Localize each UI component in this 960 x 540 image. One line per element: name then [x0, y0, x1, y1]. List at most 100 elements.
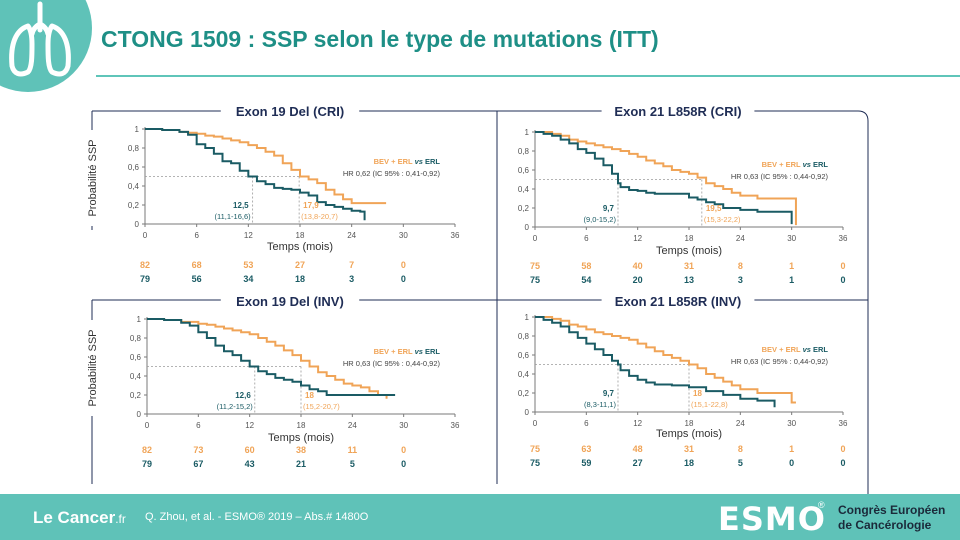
panel-2-x-tick-label: 18 — [685, 234, 694, 243]
panel-1-x-tick-label: 0 — [143, 231, 148, 240]
panel-2-x-tick-label: 12 — [633, 234, 642, 243]
quadrant-frame-top — [92, 110, 869, 500]
panel-4-y-tick-label: 0,6 — [518, 351, 530, 360]
panel-4-at-risk-bev: 75 — [530, 444, 540, 454]
panel-1-legend-bev: BEV + ERL — [374, 157, 415, 166]
panel-4-x-tick-label: 24 — [736, 419, 745, 428]
panel-1-y-tick-label: 0,8 — [128, 144, 140, 153]
panel-4-x-tick-label: 12 — [633, 419, 642, 428]
panel-1-hazard-ratio: HR 0,62 (IC 95% : 0,41-0,92) — [343, 169, 441, 178]
panel-2-x-tick-label: 24 — [736, 234, 745, 243]
panel-3-median-erl-value: 12,6 — [235, 391, 251, 400]
panel-3-hazard-ratio: HR 0,63 (IC 95% : 0,44-0,92) — [343, 359, 441, 368]
panel-4-curve-bev-erl — [535, 316, 796, 404]
panel-4-at-risk-bev: 63 — [581, 444, 591, 454]
panel-2-y-tick-label: 0,4 — [518, 185, 530, 194]
panel-1-at-risk-bev: 27 — [295, 260, 305, 270]
panel-3-y-tick-label: 0,8 — [130, 334, 142, 343]
panel-3-at-risk-bev: 11 — [348, 445, 358, 455]
panel-2-at-risk-erl: 75 — [530, 275, 540, 285]
panel-3-y-tick-label: 0 — [137, 410, 142, 419]
panel-1-median-bev-value: 17,9 — [303, 201, 319, 210]
panel-4-y-tick-label: 0,4 — [518, 370, 530, 379]
panel-3-title-bg — [220, 292, 360, 310]
panel-1-legend: BEV + ERL vs ERL — [374, 157, 441, 166]
panel-4-at-risk-erl: 27 — [633, 458, 643, 468]
panel-2-curve-erl — [535, 131, 793, 225]
panel-2-hazard-ratio: HR 0,63 (IC 95% : 0,44-0,92) — [731, 172, 829, 181]
lung-logo-icon — [0, 0, 92, 92]
panel-4-legend-erl: ERL — [813, 345, 828, 354]
panel-3-legend-erl: ERL — [425, 347, 440, 356]
panel-2-at-risk-erl: 13 — [684, 275, 694, 285]
panel-4-y-tick-label: 1 — [525, 313, 530, 322]
panel-4-legend-bev: BEV + ERL — [762, 345, 803, 354]
panel-3-y-tick-label: 0,2 — [130, 391, 142, 400]
panel-4-x-tick-label: 6 — [584, 419, 589, 428]
panel-1-x-tick-label: 30 — [399, 231, 408, 240]
panel-2-legend: BEV + ERL vs ERL — [762, 160, 829, 169]
panel-2-y-tick-label: 0,6 — [518, 166, 530, 175]
panel-3-x-tick-label: 0 — [145, 421, 150, 430]
panel-2-x-tick-label: 6 — [584, 234, 589, 243]
panel-4-x-label: Temps (mois) — [656, 428, 722, 440]
panel-3-at-risk-bev: 38 — [296, 445, 306, 455]
panel-4-y-tick-label: 0,2 — [518, 389, 530, 398]
panel-4-legend: BEV + ERL vs ERL — [762, 345, 829, 354]
panel-2-y-tick-label: 0 — [525, 223, 530, 232]
panel-4-x-tick-label: 0 — [533, 419, 538, 428]
panel-4-at-risk-erl: 5 — [738, 458, 743, 468]
panel-4-median-bev-ci: (15,1-22,8) — [691, 400, 728, 409]
panel-4-x-tick-label: 36 — [839, 419, 848, 428]
panel-2-at-risk-erl: 1 — [789, 275, 794, 285]
panel-3-at-risk-erl: 5 — [350, 459, 355, 469]
panel-2-legend-erl: ERL — [813, 160, 828, 169]
panel-3-y-label: Probabilité SSP — [87, 329, 99, 406]
panel-2-legend-vs: vs — [803, 160, 813, 169]
panel-3-curve-erl — [147, 318, 396, 396]
panel-3-x-tick-label: 24 — [348, 421, 357, 430]
panel-3-curve-bev-erl — [147, 318, 388, 399]
panel-4-at-risk-erl: 0 — [840, 458, 845, 468]
panel-3-median-bev-ci: (15,2-20,7) — [303, 402, 340, 411]
panel-2-x-tick-label: 36 — [839, 234, 848, 243]
panel-2-x-label: Temps (mois) — [656, 245, 722, 257]
citation-text: Q. Zhou, et al. - ESMO® 2019 – Abs.# 148… — [145, 511, 369, 523]
panel-3-at-risk-erl: 79 — [142, 459, 152, 469]
panel-1-at-risk-bev: 53 — [243, 260, 253, 270]
panel-4-at-risk-bev: 8 — [738, 444, 743, 454]
panel-1-y-tick-label: 1 — [135, 125, 140, 134]
panel-4-legend-vs: vs — [803, 345, 813, 354]
panel-1-at-risk-erl: 34 — [243, 274, 253, 284]
panel-3-y-tick-label: 1 — [137, 315, 142, 324]
panel-1-x-tick-label: 36 — [451, 231, 460, 240]
panel-1-median-bev-ci: (13,8-20,7) — [301, 212, 338, 221]
panel-2-at-risk-erl: 0 — [840, 275, 845, 285]
panel-2-x-tick-label: 30 — [787, 234, 796, 243]
lecancer-logo-main: Le Cancer — [33, 508, 116, 527]
panel-3-y-label-bg — [84, 320, 100, 416]
panel-4-at-risk-bev: 48 — [633, 444, 643, 454]
panel-2-at-risk-bev: 40 — [633, 261, 643, 271]
panel-1-median-erl-ci: (11,1-16,6) — [214, 212, 251, 221]
panel-3-at-risk-erl: 0 — [401, 459, 406, 469]
panel-2-x-tick-label: 0 — [533, 234, 538, 243]
panel-3-at-risk-bev: 60 — [245, 445, 255, 455]
panel-3-x-tick-label: 30 — [399, 421, 408, 430]
panel-3-legend: BEV + ERL vs ERL — [374, 347, 441, 356]
panel-1-median-erl-value: 12,5 — [233, 201, 249, 210]
panel-1-title-bg — [220, 102, 360, 120]
panel-3-legend-bev: BEV + ERL — [374, 347, 415, 356]
panel-3-at-risk-bev: 82 — [142, 445, 152, 455]
panel-4-x-tick-label: 30 — [787, 419, 796, 428]
panel-3-at-risk-bev: 73 — [193, 445, 203, 455]
panel-2-at-risk-bev: 31 — [684, 261, 694, 271]
panel-1-at-risk-bev: 0 — [401, 260, 406, 270]
congress-name: Congrès Européen de Cancérologie — [838, 503, 945, 533]
panel-3-y-tick-label: 0,4 — [130, 372, 142, 381]
panel-1-x-tick-label: 24 — [347, 231, 356, 240]
panel-1-y-tick-label: 0,2 — [128, 201, 140, 210]
panel-2-median-bev-ci: (15,3-22,2) — [704, 215, 741, 224]
panel-3-y-tick-label: 0,6 — [130, 353, 142, 362]
panel-3-at-risk-erl: 21 — [296, 459, 306, 469]
